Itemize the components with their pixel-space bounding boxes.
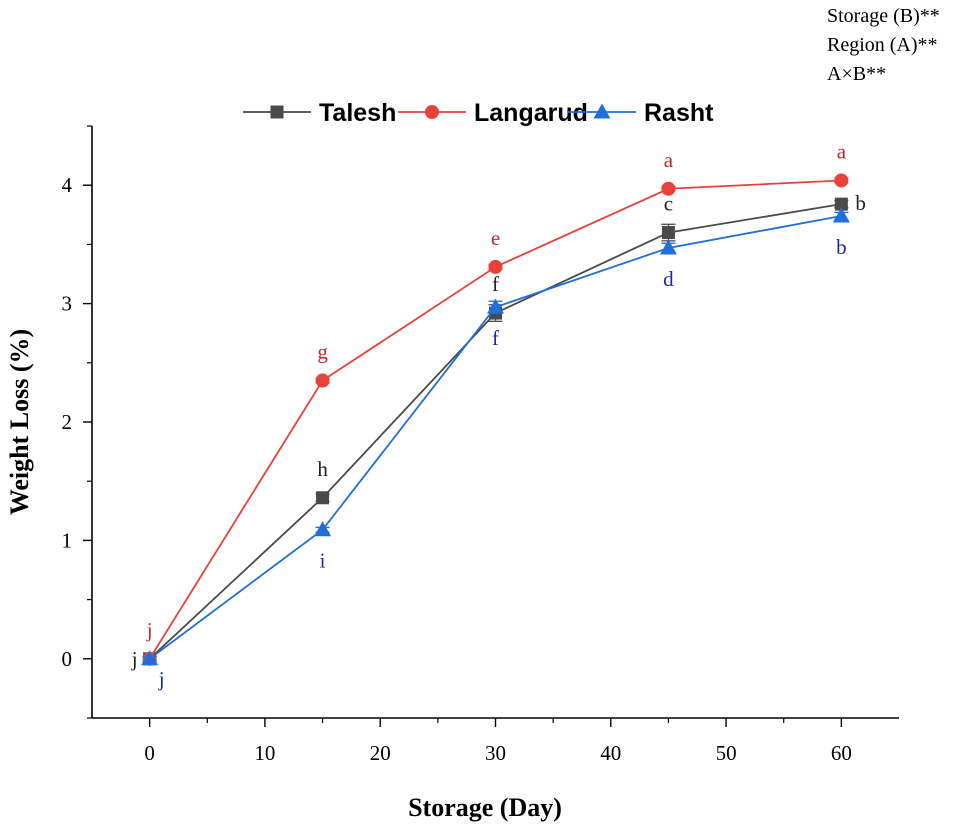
letter-talesh: j [131,647,138,671]
series-rasht [141,207,850,666]
legend-marker [270,105,284,119]
x-axis-label: Storage (Day) [408,793,562,822]
legend: Talesh Langarud Rasht [243,99,714,127]
series-layer [141,173,850,666]
data-point [314,521,332,537]
x-tick-label: 30 [485,741,506,765]
data-point [316,491,330,505]
data-point [661,226,675,240]
data-point [315,373,330,388]
letter-talesh: b [855,191,866,215]
letter-talesh: f [492,272,499,296]
tick-marks: 0 10 20 30 40 50 60 0 1 2 3 4 [62,125,852,765]
legend-item-talesh: Talesh [243,99,396,127]
letter-langarud: e [491,226,500,250]
letter-langarud: a [837,139,847,163]
x-tick-label: 10 [254,741,275,765]
significance-line: A×B** [827,63,886,85]
significance-line: Region (A)** [827,34,938,56]
legend-label: Langarud [474,99,588,127]
x-tick-label: 50 [716,741,737,765]
y-axis-label: Weight Loss (%) [5,329,34,515]
letter-rasht: f [492,326,499,350]
significance-letters: j h f c b j g e a a j i f d b [131,139,866,690]
legend-label: Rasht [644,99,714,127]
y-tick-label: 2 [62,410,73,434]
letter-rasht: d [663,267,674,291]
data-point [834,173,849,188]
x-tick-label: 60 [831,741,852,765]
data-point [661,181,676,196]
data-point [834,197,848,211]
letter-langarud: j [146,618,153,642]
data-point [659,239,677,255]
y-tick-label: 0 [62,647,73,671]
legend-marker [593,103,611,119]
data-point [487,298,504,314]
letter-talesh: c [664,192,673,216]
data-point [141,650,159,666]
legend-item-rasht: Rasht [568,99,714,127]
letter-rasht: i [320,549,326,573]
y-tick-label: 1 [62,528,73,552]
series-line [148,179,842,660]
data-point [488,259,503,274]
letter-langarud: a [664,148,674,172]
legend-item-langarud: Langarud [398,99,588,127]
letter-rasht: b [836,235,847,259]
letter-langarud: g [317,340,328,364]
data-point [832,207,850,223]
letter-rasht: j [158,667,165,691]
legend-label: Talesh [319,99,396,127]
y-tick-label: 3 [62,292,73,316]
significance-line: Storage (B)** [827,5,940,27]
x-tick-label: 20 [370,741,391,765]
x-tick-label: 40 [600,741,621,765]
letter-talesh: h [317,457,328,481]
significance-annotation: Storage (B)** Region (A)** A×B** [827,5,940,85]
y-tick-label: 4 [62,173,73,197]
x-tick-label: 0 [144,741,155,765]
legend-marker [425,105,439,119]
